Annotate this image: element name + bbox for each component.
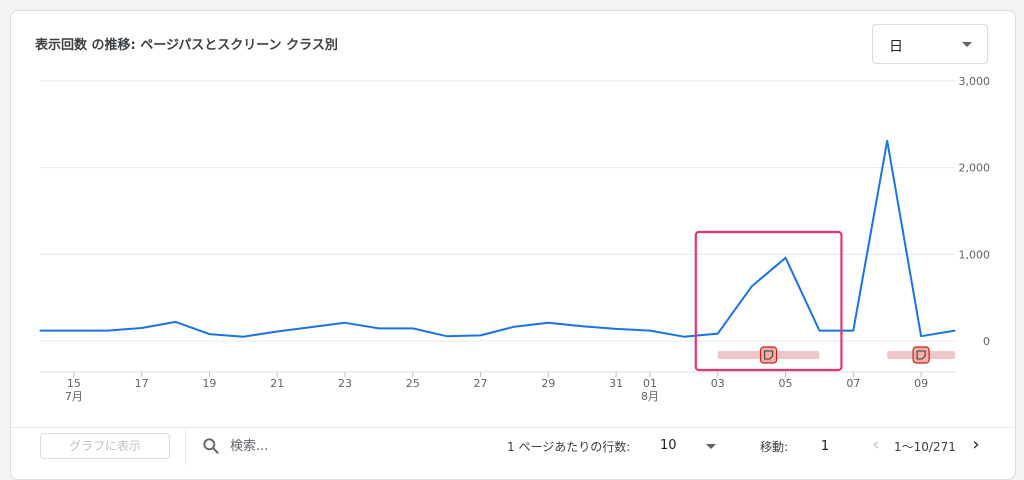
- next-page-icon[interactable]: ›: [972, 434, 980, 455]
- data-point: [886, 140, 888, 142]
- granularity-select[interactable]: 日: [872, 24, 988, 64]
- footer-divider: [11, 427, 1015, 428]
- data-point: [649, 330, 651, 332]
- search-input[interactable]: [230, 436, 380, 456]
- footer-vertical-divider: [185, 428, 186, 465]
- goto-page-label: 移動:: [760, 440, 789, 454]
- data-point: [615, 328, 617, 330]
- chart-card: [10, 10, 1016, 480]
- show-in-graph-button[interactable]: グラフに表示: [40, 433, 170, 459]
- data-point: [683, 336, 685, 338]
- series-line: [40, 139, 956, 338]
- data-point: [412, 327, 414, 330]
- x-tick-label: 17: [135, 377, 149, 390]
- data-point: [513, 326, 516, 328]
- data-point: [242, 336, 244, 338]
- chart-title: 表示回数 の推移: ページパスとスクリーン クラス別: [35, 38, 338, 53]
- x-tick-label: 21: [270, 377, 284, 390]
- x-tick-label: 07: [846, 377, 860, 390]
- data-point: [479, 334, 482, 336]
- note-icon: [912, 346, 930, 364]
- data-point: [954, 330, 956, 332]
- data-point: [141, 327, 143, 329]
- prev-page-icon[interactable]: ‹: [872, 434, 880, 455]
- data-point: [852, 330, 854, 332]
- data-point: [751, 285, 753, 287]
- goto-page-input[interactable]: [810, 436, 840, 456]
- chevron-down-icon: [706, 444, 716, 449]
- y-tick-label: 0: [983, 335, 990, 348]
- data-point: [174, 321, 177, 323]
- x-tick-label: 09: [914, 377, 928, 390]
- data-point: [208, 333, 211, 335]
- x-tick-label: 05: [779, 377, 793, 390]
- rows-per-page-label: 1 ページあたりの行数:: [507, 440, 631, 454]
- x-tick-label: 03: [711, 377, 725, 390]
- search-icon: [203, 438, 219, 454]
- data-point: [784, 257, 787, 259]
- data-point: [310, 326, 312, 328]
- x-tick-label: 27: [474, 377, 488, 390]
- note-glyph-icon: [764, 350, 774, 360]
- x-tick-label: 31: [609, 377, 623, 390]
- x-tick-label: 19: [202, 377, 216, 390]
- x-tick-label: 23: [338, 377, 352, 390]
- x-tick-label: 29: [541, 377, 555, 390]
- note-icon: [760, 346, 778, 364]
- data-point: [107, 330, 109, 332]
- data-point: [39, 330, 41, 332]
- data-point: [276, 330, 278, 333]
- data-point: [344, 322, 346, 324]
- note-glyph-icon: [916, 350, 926, 360]
- data-point: [378, 327, 380, 330]
- x-tick-label: 15: [67, 377, 81, 390]
- y-tick-label: 1,000: [959, 248, 991, 261]
- data-point: [446, 335, 448, 337]
- data-point: [73, 330, 75, 332]
- x-tick-label: 01: [643, 377, 657, 390]
- data-point: [547, 322, 549, 324]
- x-month-label: 7月: [65, 390, 83, 403]
- y-tick-label: 2,000: [959, 162, 991, 175]
- rows-per-page-value: 10: [660, 438, 677, 453]
- data-point: [818, 330, 821, 332]
- data-point: [920, 335, 922, 337]
- x-tick-label: 25: [406, 377, 420, 390]
- granularity-value: 日: [889, 39, 903, 55]
- chevron-down-icon: [962, 42, 972, 47]
- highlight-box: [694, 230, 843, 372]
- data-point: [581, 325, 583, 327]
- page-range: 1〜10/271: [894, 440, 956, 454]
- x-month-label: 8月: [641, 390, 659, 403]
- data-point: [717, 333, 719, 335]
- y-tick-label: 3,000: [959, 75, 991, 88]
